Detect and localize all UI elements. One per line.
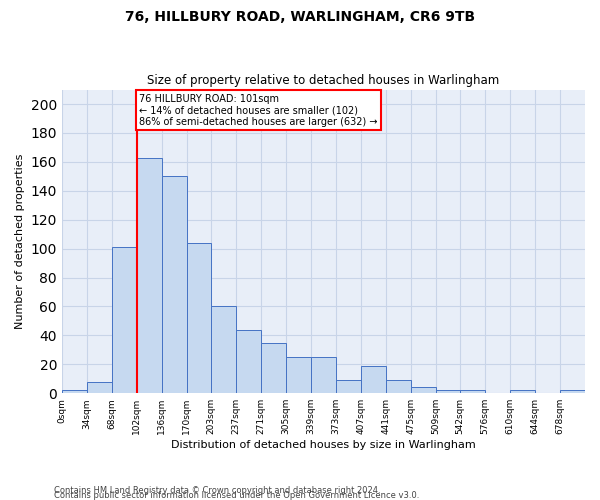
Bar (87, 382, 112, 393)
Bar (361, 366, 386, 393)
Text: 76, HILLBURY ROAD, WARLINGHAM, CR6 9TB: 76, HILLBURY ROAD, WARLINGHAM, CR6 9TB (125, 10, 475, 24)
Text: Contains public sector information licensed under the Open Government Licence v3: Contains public sector information licen… (54, 490, 419, 500)
Bar (560, 390, 585, 393)
Bar (62, 390, 87, 393)
Bar (261, 342, 286, 393)
Bar (211, 306, 236, 393)
Bar (286, 357, 311, 393)
Bar (137, 158, 162, 393)
Text: 76 HILLBURY ROAD: 101sqm
← 14% of detached houses are smaller (102)
86% of semi-: 76 HILLBURY ROAD: 101sqm ← 14% of detach… (139, 94, 377, 127)
Bar (112, 247, 137, 393)
Bar (311, 357, 336, 393)
Bar (510, 390, 535, 393)
Bar (236, 330, 261, 393)
Bar (162, 176, 187, 393)
Bar (411, 388, 436, 393)
Bar (336, 380, 361, 393)
Bar (386, 380, 411, 393)
Bar (436, 390, 460, 393)
Bar (187, 243, 211, 393)
Bar (460, 390, 485, 393)
Text: Contains HM Land Registry data © Crown copyright and database right 2024.: Contains HM Land Registry data © Crown c… (54, 486, 380, 495)
Y-axis label: Number of detached properties: Number of detached properties (15, 154, 25, 329)
X-axis label: Distribution of detached houses by size in Warlingham: Distribution of detached houses by size … (171, 440, 476, 450)
Title: Size of property relative to detached houses in Warlingham: Size of property relative to detached ho… (148, 74, 500, 87)
